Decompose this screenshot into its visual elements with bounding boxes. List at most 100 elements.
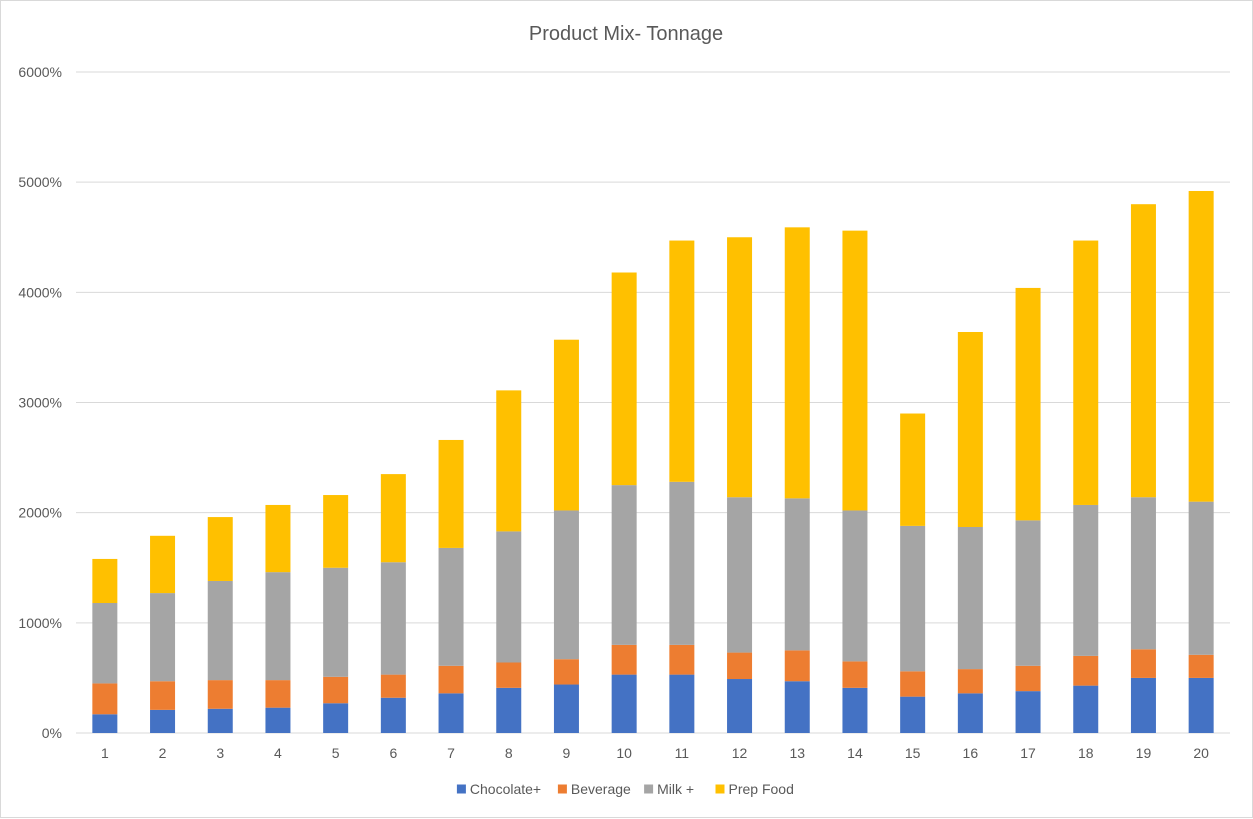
bar-milk-18 [1073,504,1099,656]
x-tick-label: 7 [447,745,455,761]
bar-chocolate-10 [611,674,637,733]
bar-milk-3 [207,580,233,681]
bar-milk-20 [1188,501,1214,655]
bar-beverage-2 [150,681,176,710]
bar-beverage-15 [900,671,926,697]
x-tick-label: 1 [101,745,109,761]
y-tick-label: 0% [42,725,62,741]
bar-beverage-7 [438,665,464,694]
bar-beverage-1 [92,683,118,715]
x-tick-label: 17 [1020,745,1036,761]
bar-stack-6 [380,474,406,733]
bar-prep-food-8 [496,390,522,532]
bar-beverage-3 [207,680,233,709]
legend-item-beverage: Beverage [557,781,631,797]
bar-prep-food-4 [265,504,291,573]
bar-milk-6 [380,562,406,675]
bar-beverage-11 [669,644,695,675]
bar-chocolate-16 [957,693,983,733]
x-tick-label: 16 [963,745,979,761]
bar-stack-19 [1130,204,1156,733]
bar-stack-5 [323,495,349,733]
bar-beverage-8 [496,662,522,688]
bar-stack-1 [92,558,118,733]
x-tick-label: 10 [616,745,632,761]
legend-label: Chocolate+ [470,781,541,797]
bar-prep-food-20 [1188,190,1214,502]
bar-milk-14 [842,510,868,662]
x-tick-label: 11 [675,745,690,761]
x-tick-label: 19 [1136,745,1152,761]
legend-swatch [557,784,567,794]
bar-milk-9 [553,510,579,660]
bar-prep-food-5 [323,495,349,568]
bar-stack-4 [265,504,291,733]
y-tick-label: 1000% [18,615,62,631]
bar-stack-12 [727,237,753,733]
y-tick-label: 5000% [18,174,62,190]
bar-stack-18 [1073,240,1099,733]
bar-chocolate-20 [1188,677,1214,733]
bar-milk-15 [900,525,926,672]
bar-stack-9 [553,339,579,733]
bar-prep-food-17 [1015,287,1041,521]
bar-prep-food-10 [611,272,637,486]
bar-prep-food-18 [1073,240,1099,505]
x-tick-label: 3 [216,745,224,761]
bar-prep-food-12 [727,237,753,498]
bar-chocolate-11 [669,674,695,733]
bar-beverage-6 [380,674,406,698]
bar-chocolate-15 [900,696,926,733]
x-tick-label: 8 [505,745,513,761]
bar-beverage-17 [1015,665,1041,692]
bar-chocolate-7 [438,693,464,733]
bar-milk-19 [1130,497,1156,650]
bar-milk-4 [265,572,291,681]
bar-stack-14 [842,230,868,733]
bar-prep-food-9 [553,339,579,511]
bar-prep-food-6 [380,474,406,563]
legend-item-milk: Milk + [644,781,694,797]
bar-milk-12 [727,497,753,653]
bar-stack-16 [957,331,983,733]
x-tick-label: 4 [274,745,282,761]
bar-chocolate-9 [553,684,579,733]
bar-prep-food-3 [207,517,233,581]
legend-label: Beverage [571,781,631,797]
bar-beverage-19 [1130,649,1156,678]
chart-title: Product Mix- Tonnage [529,23,723,45]
bar-stack-17 [1015,287,1041,733]
bar-chocolate-8 [496,687,522,733]
x-tick-label: 14 [847,745,863,761]
bar-beverage-4 [265,680,291,708]
bar-milk-1 [92,603,118,684]
bar-stack-20 [1188,190,1214,733]
bar-prep-food-19 [1130,204,1156,498]
bar-milk-10 [611,485,637,645]
bar-beverage-13 [784,650,810,682]
legend-swatch [456,784,466,794]
legend-item-chocolate: Chocolate+ [456,781,541,797]
bar-prep-food-7 [438,439,464,548]
x-tick-label: 13 [789,745,805,761]
x-tick-label: 9 [563,745,571,761]
bar-chocolate-19 [1130,677,1156,733]
bar-stack-7 [438,439,464,733]
bar-chocolate-6 [380,697,406,733]
bar-chocolate-14 [842,687,868,733]
stacked-bars [92,190,1214,733]
bar-prep-food-16 [957,331,983,527]
bar-chocolate-18 [1073,685,1099,733]
bar-beverage-5 [323,676,349,704]
x-tick-label: 20 [1193,745,1209,761]
bar-chocolate-5 [323,703,349,733]
x-tick-label: 15 [905,745,921,761]
bar-beverage-10 [611,644,637,675]
bar-chocolate-1 [92,714,118,733]
bar-milk-16 [957,526,983,670]
x-tick-label: 18 [1078,745,1094,761]
legend: Chocolate+ Beverage Milk + Prep Food [456,781,794,797]
x-axis-tick-labels: 1 2 3 4 5 6 7 8 9 10 11 12 13 14 15 16 17 18 19 20 [101,745,1209,761]
y-tick-label: 3000% [18,395,62,411]
